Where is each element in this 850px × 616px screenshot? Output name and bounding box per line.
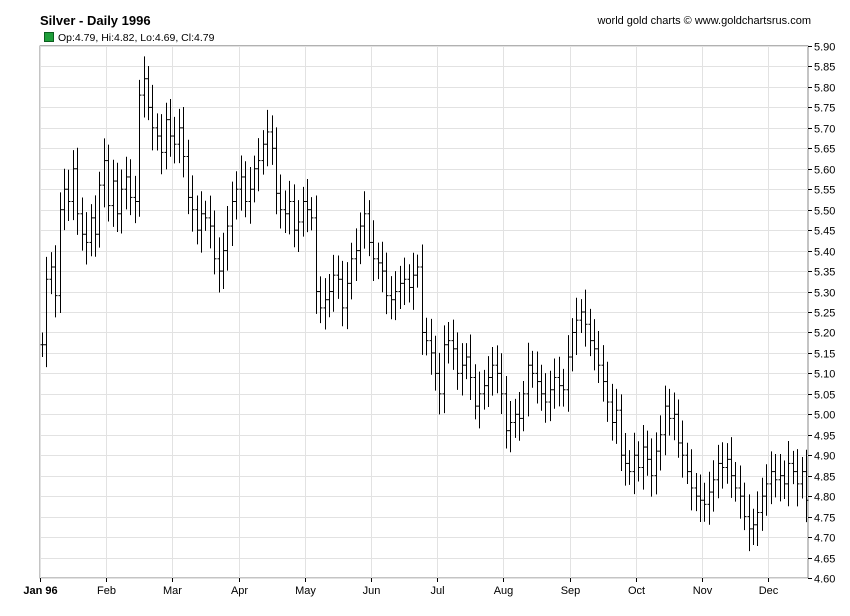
x-tick-label: Apr bbox=[231, 585, 248, 597]
y-tick-label: 5.60 bbox=[814, 165, 835, 177]
x-tick-label: Nov bbox=[693, 585, 713, 597]
x-tick-label: Mar bbox=[163, 585, 182, 597]
x-tick-label: Feb bbox=[97, 585, 116, 597]
y-tick-label: 4.75 bbox=[814, 513, 835, 525]
y-tick-label: 5.45 bbox=[814, 226, 835, 238]
y-tick-label: 4.95 bbox=[814, 431, 835, 443]
y-tick-label: 4.90 bbox=[814, 451, 835, 463]
y-tick-label: 5.75 bbox=[814, 103, 835, 115]
y-tick-label: 4.85 bbox=[814, 472, 835, 484]
y-tick-label: 5.30 bbox=[814, 288, 835, 300]
y-tick-label: 5.15 bbox=[814, 349, 835, 361]
y-tick-label: 4.80 bbox=[814, 492, 835, 504]
y-tick-label: 5.70 bbox=[814, 124, 835, 136]
y-tick-label: 4.70 bbox=[814, 533, 835, 545]
y-tick-label: 5.90 bbox=[814, 42, 835, 54]
x-tick-label: Dec bbox=[759, 585, 779, 597]
x-tick-label: Jan 96 bbox=[23, 585, 57, 597]
ohlc-values: Op:4.79, Hi:4.82, Lo:4.69, Cl:4.79 bbox=[58, 32, 215, 44]
y-tick-label: 5.80 bbox=[814, 83, 835, 95]
x-tick-label: Aug bbox=[494, 585, 514, 597]
y-tick-label: 5.05 bbox=[814, 390, 835, 402]
x-tick-label: Jul bbox=[430, 585, 444, 597]
x-tick-label: Sep bbox=[561, 585, 581, 597]
chart-credit: world gold charts © www.goldchartsrus.co… bbox=[597, 15, 811, 27]
y-tick-label: 5.65 bbox=[814, 144, 835, 156]
chart-title: Silver - Daily 1996 bbox=[40, 13, 151, 28]
x-tick-label: Jun bbox=[363, 585, 381, 597]
y-tick-label: 4.65 bbox=[814, 554, 835, 566]
y-tick-label: 5.10 bbox=[814, 369, 835, 381]
y-tick-label: 5.40 bbox=[814, 247, 835, 259]
legend-swatch bbox=[44, 32, 54, 42]
y-tick-label: 5.85 bbox=[814, 62, 835, 74]
y-tick-label: 5.25 bbox=[814, 308, 835, 320]
x-tick-label: Oct bbox=[628, 585, 645, 597]
y-tick-label: 5.55 bbox=[814, 185, 835, 197]
y-tick-label: 4.60 bbox=[814, 574, 835, 586]
y-tick-label: 5.50 bbox=[814, 206, 835, 218]
y-tick-label: 5.35 bbox=[814, 267, 835, 279]
x-tick-label: May bbox=[295, 585, 316, 597]
y-tick-label: 5.20 bbox=[814, 328, 835, 340]
y-tick-label: 5.00 bbox=[814, 410, 835, 422]
